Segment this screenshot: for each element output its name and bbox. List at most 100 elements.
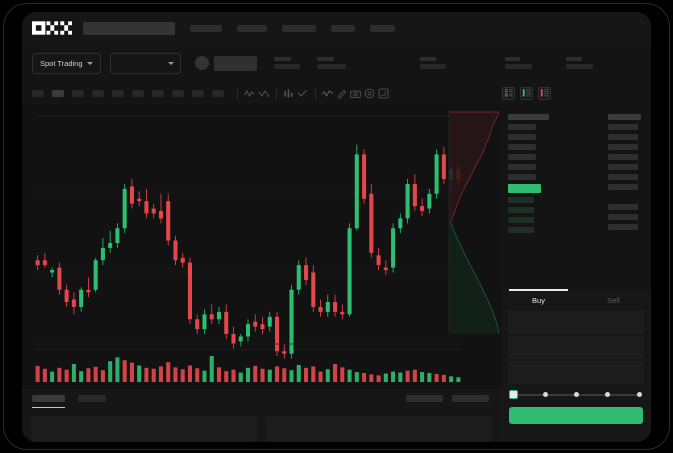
orders-tabs [22,389,501,409]
orderbook-ask-row[interactable] [508,164,536,170]
timeframe-chip-7[interactable] [172,89,184,97]
search-input[interactable] [83,21,175,35]
nav-item-3[interactable] [331,24,355,32]
nav-item-1[interactable] [237,24,267,32]
orderbook-size-row [608,224,638,230]
stat-label [504,57,520,61]
buy-sell-tabs: Buy Sell [501,289,651,311]
indicator-check-icon[interactable] [296,87,309,100]
orderbook-header-row [508,114,549,120]
orderbook-both-icon[interactable] [502,86,515,100]
stat-value [419,64,446,69]
orderbook-right-column [608,114,641,230]
pencil-icon[interactable] [335,87,348,100]
candlestick-chart-pane[interactable] [22,104,474,389]
orderbook-size-row [608,124,638,130]
orders-panel [22,389,501,442]
candle-type-icon[interactable] [321,87,334,100]
order-amount-field[interactable] [508,336,644,359]
timeframe-chip-4[interactable] [112,89,124,97]
orderbook-asks-icon[interactable] [538,86,551,100]
stat-value [273,64,300,69]
orderbook-size-row [608,214,638,220]
pair-name-skeleton [213,55,257,71]
nav-item-0[interactable] [190,24,222,32]
order-price-field[interactable] [508,311,644,334]
slider-step-25[interactable] [543,392,548,397]
orders-tab-open[interactable] [32,395,65,408]
buy-submit-button[interactable] [509,407,643,424]
slider-step-100[interactable] [637,392,642,397]
orderbook-bid-row[interactable] [508,197,534,203]
chart-toolbar [22,82,651,104]
ticker-stat-4 [565,57,593,69]
orders-action-0[interactable] [406,395,443,402]
timeframe-chip-2[interactable] [72,89,84,97]
volume-histogram-pane [22,342,474,389]
orderbook-bid-row[interactable] [508,207,534,213]
amount-percent-slider[interactable] [509,390,642,400]
orders-action-1[interactable] [452,395,489,402]
stat-label [565,57,582,61]
stat-value [504,64,532,69]
orderbook-ask-row[interactable] [508,174,536,180]
indicator-line-icon[interactable] [243,87,256,100]
toolbar-divider [237,87,238,99]
tab-buy-label: Buy [532,295,545,305]
order-total-field[interactable] [508,361,644,384]
timeframe-chip-8[interactable] [192,89,204,97]
pair-selector-dropdown[interactable] [109,52,181,74]
timeframe-chip-9[interactable] [212,89,224,97]
orderbook-header-row [608,114,641,120]
orderbook-bid-row[interactable] [508,227,534,233]
orderbook-bids-icon[interactable] [520,86,533,100]
orderbook-ask-row[interactable] [508,154,536,160]
orderbook-ask-row[interactable] [508,144,536,150]
chevron-down-icon [86,61,93,65]
timeframe-chip-1[interactable] [52,89,64,97]
slider-step-75[interactable] [605,392,610,397]
orderbook-size-row [608,134,638,140]
indicator-bars-icon[interactable] [282,87,295,100]
stat-label [419,57,436,61]
timeframe-chip-3[interactable] [92,89,104,97]
orders-block-1 [266,416,492,442]
orderbook-ask-row[interactable] [508,134,536,140]
tab-sell-label: Sell [607,295,620,305]
okx-logo[interactable] [32,21,72,35]
nav-item-2[interactable] [282,24,316,32]
tab-sell[interactable]: Sell [576,289,651,311]
slider-handle[interactable] [509,390,518,399]
stat-label [316,57,334,61]
volume-histogram [34,343,462,382]
orders-tab-history[interactable] [78,395,106,402]
orderbook-size-row [608,204,638,210]
chevron-down-icon [167,61,174,65]
settings-gear-icon[interactable] [363,87,376,100]
orderbook-mark-price [508,184,541,193]
market-ticker-bar: Spot Trading [22,44,651,82]
fullscreen-icon[interactable] [377,87,390,100]
trade-form-panel: Buy Sell [501,289,651,442]
slider-step-50[interactable] [574,392,579,397]
market-type-dropdown[interactable]: Spot Trading [32,52,101,74]
indicator-curve-icon[interactable] [257,87,270,100]
top-navigation-bar [22,12,651,44]
ticker-stat-1 [316,57,346,69]
orderbook-size-row [608,164,638,170]
market-type-label: Spot Trading [40,58,83,68]
orderbook-ask-row[interactable] [508,124,536,130]
tab-buy[interactable]: Buy [501,289,576,311]
camera-icon[interactable] [349,87,362,100]
orderbook-size-row [608,144,638,150]
orderbook-size-row [608,174,638,180]
timeframe-chip-0[interactable] [32,89,44,97]
timeframe-chip-5[interactable] [132,89,144,97]
timeframe-chip-6[interactable] [152,89,164,97]
orderbook-left-column [508,114,549,233]
orderbook-panel[interactable] [501,104,651,289]
orderbook-bid-row[interactable] [508,217,534,223]
stat-value [316,64,346,69]
stat-value [565,64,593,69]
nav-item-4[interactable] [370,24,395,32]
